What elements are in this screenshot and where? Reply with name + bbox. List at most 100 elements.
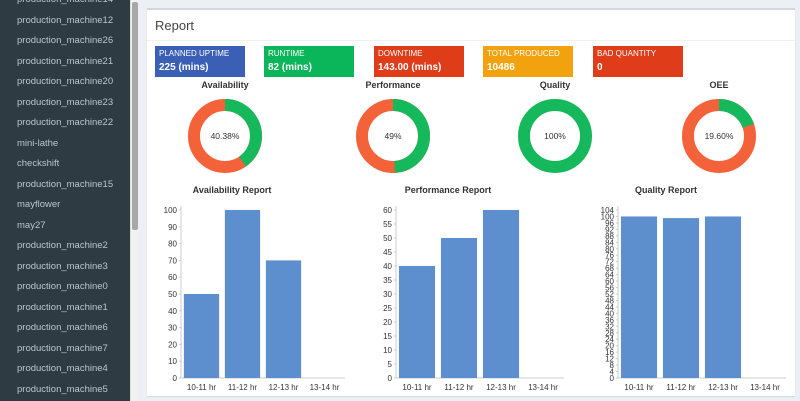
sidebar-item-production_machine3[interactable]: production_machine3 — [17, 260, 108, 272]
y-tick-label: 100 — [164, 206, 178, 215]
x-tick-label: 13-14 hr — [750, 383, 780, 392]
y-tick-label: 44 — [605, 303, 614, 312]
main-content: Report PLANNED UPTIME 225 (mins) RUNTIME 82… — [138, 0, 800, 401]
x-tick-label: 11-12 hr — [444, 383, 474, 392]
bar-chart-1: 0 5 10 15 20 25 30 35 40 45 50 55 60 10-11 hr 11-12 hr… — [383, 206, 564, 392]
x-tick-label: 11-12 hr — [228, 383, 258, 392]
y-tick-label: 20 — [605, 342, 614, 351]
x-tick-label: 10-11 hr — [402, 383, 432, 392]
y-tick-label: 40 — [168, 307, 177, 316]
sidebar-item-production_machine5[interactable]: production_machine5 — [17, 383, 108, 395]
y-tick-label: 56 — [605, 284, 614, 293]
x-tick-label: 12-13 hr — [708, 383, 738, 392]
y-tick-label: 100 — [601, 212, 615, 221]
stat-label: DOWNTIME — [378, 49, 423, 58]
stat-value: 0 — [597, 62, 603, 73]
y-tick-label: 4 — [610, 368, 615, 377]
machine-list: production_machine14 production_machine12… — [0, 0, 130, 400]
y-tick-label: 20 — [383, 318, 392, 327]
bar-11-12hr — [662, 218, 700, 378]
y-tick-label: 10 — [168, 357, 177, 366]
sidebar-item-production_machine2[interactable]: production_machine2 — [17, 240, 108, 251]
sidebar-scrollbar[interactable] — [130, 0, 138, 401]
y-tick-label: 90 — [168, 223, 177, 232]
x-tick-label: 10-11 hr — [187, 383, 217, 392]
sidebar: production_machine14 production_machine12… — [0, 0, 130, 401]
sidebar-item-production_machine22[interactable]: production_machine22 — [17, 117, 114, 128]
y-tick-label: 88 — [605, 232, 614, 241]
scrollbar-thumb[interactable] — [132, 2, 138, 230]
x-tick-label: 13-14 hr — [310, 383, 340, 392]
report-title-0: Availability Report — [192, 185, 272, 195]
stat-box-total-produced: TOTAL PRODUCED 10486 — [483, 46, 573, 77]
stat-label: RUNTIME — [268, 49, 305, 58]
stat-box-runtime: RUNTIME 82 (mins) — [264, 46, 354, 77]
bar-11-12hr — [224, 210, 261, 378]
donut-value-segment — [188, 99, 262, 173]
x-tick-label: 12-13 hr — [486, 383, 516, 392]
donut-center-label: 100% — [544, 131, 566, 141]
y-tick-label: 0 — [173, 374, 178, 383]
y-tick-label: 25 — [383, 304, 392, 313]
sidebar-item-production_machine15[interactable]: production_machine15 — [17, 178, 114, 190]
y-tick-label: 0 — [610, 374, 615, 383]
y-tick-label: 36 — [605, 316, 614, 325]
y-tick-label: 80 — [168, 240, 177, 249]
y-tick-label: 84 — [605, 238, 614, 247]
y-tick-label: 60 — [605, 277, 614, 286]
y-tick-label: 24 — [605, 335, 614, 344]
donut-title-quality: Quality — [539, 80, 571, 90]
donut-center-label: 40.38% — [211, 131, 240, 141]
y-tick-label: 8 — [610, 361, 615, 370]
y-tick-label: 50 — [383, 234, 392, 243]
sidebar-item-production_machine1[interactable]: production_machine1 — [17, 301, 108, 313]
y-tick-label: 80 — [605, 245, 614, 254]
sidebar-item-may27[interactable]: may27 — [17, 219, 46, 231]
bar-12-13hr — [704, 216, 742, 378]
y-tick-label: 40 — [383, 262, 392, 271]
stat-value: 10486 — [487, 62, 515, 73]
donut-chart-oee: 19.60% — [682, 99, 756, 173]
donut-value-segment — [356, 99, 430, 173]
bar-10-11hr — [620, 216, 658, 378]
sidebar-item-checkshift[interactable]: checkshift — [17, 158, 60, 169]
x-tick-label: 10-11 hr — [624, 383, 654, 392]
stat-value: 225 (mins) — [159, 62, 209, 73]
bar-11-12hr — [440, 238, 478, 378]
sidebar-item-mayflower[interactable]: mayflower — [17, 199, 61, 210]
sidebar-item-production_machine14[interactable]: production_machine14 — [0, 0, 130, 11]
bar-12-13hr — [265, 260, 302, 378]
y-tick-label: 60 — [383, 206, 392, 215]
report-panel: Report PLANNED UPTIME 225 (mins) RUNTIME 82… — [147, 8, 795, 396]
sidebar-item-mini-lathe[interactable]: mini-lathe — [17, 137, 59, 149]
sidebar-item-production_machine7[interactable]: production_machine7 — [17, 342, 108, 354]
y-tick-label: 10 — [383, 346, 392, 355]
y-tick-label: 72 — [605, 258, 614, 267]
donut-title-oee: OEE — [709, 80, 729, 90]
sidebar-item-production_machine26[interactable]: production_machine26 — [17, 35, 114, 46]
y-tick-label: 28 — [605, 329, 614, 338]
sidebar-item-production_machine4[interactable]: production_machine4 — [17, 363, 108, 374]
sidebar-item-production_machine12[interactable]: production_machine12 — [17, 14, 114, 26]
donut-title-performance: Performance — [365, 80, 421, 90]
title-divider — [147, 40, 795, 41]
sidebar-item-production_machine20[interactable]: production_machine20 — [17, 76, 114, 87]
y-tick-label: 64 — [605, 271, 614, 280]
stat-value: 143.00 (mins) — [378, 62, 442, 73]
sidebar-item-production_machine21[interactable]: production_machine21 — [17, 55, 114, 67]
y-tick-label: 52 — [605, 290, 614, 299]
y-tick-label: 92 — [605, 225, 614, 234]
y-tick-label: 96 — [605, 219, 614, 228]
y-tick-label: 55 — [383, 220, 392, 229]
donut-center-label: 49% — [384, 131, 401, 141]
x-tick-label: 11-12 hr — [666, 383, 696, 392]
report-title-2: Quality Report — [634, 185, 697, 195]
bar-chart-0: 0 10 20 30 40 50 60 70 80 90 100 10-11 hr 11-12 hr 12… — [164, 206, 345, 392]
sidebar-item-production_machine0[interactable]: production_machine0 — [17, 281, 108, 292]
donut-center-label: 19.60% — [705, 131, 734, 141]
donut-chart-quality: 100% — [518, 99, 592, 173]
stat-label: PLANNED UPTIME — [159, 49, 230, 58]
sidebar-item-production_machine6[interactable]: production_machine6 — [17, 322, 108, 333]
sidebar-item-production_machine23[interactable]: production_machine23 — [17, 96, 114, 108]
x-tick-label: 13-14 hr — [528, 383, 558, 392]
